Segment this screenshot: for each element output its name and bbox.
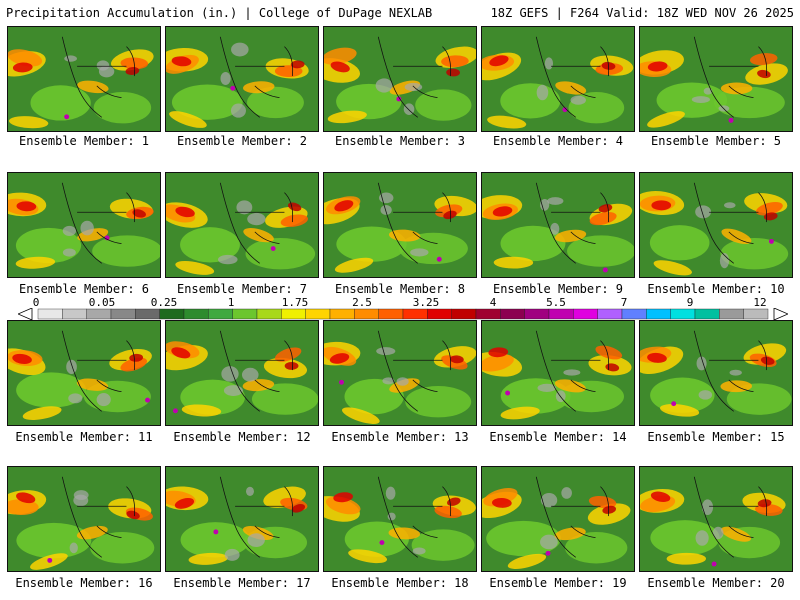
ensemble-member-caption: Ensemble Member: 11: [15, 430, 153, 444]
legend-tick-label: 0.25: [150, 296, 178, 309]
ensemble-map-panel: [639, 320, 793, 426]
ensemble-map-panel: [639, 466, 793, 572]
legend-labels: 0 0.05 0.25 1 1.75 2.5 3.25 4 5.5 7 9 12: [18, 296, 788, 309]
legend-swatch: [37, 308, 63, 320]
ensemble-member-caption: Ensemble Member: 17: [173, 576, 311, 590]
ensemble-map-panel: [323, 320, 477, 426]
ensemble-map-panel: [323, 172, 477, 278]
legend-tick-label: 3.25: [412, 296, 440, 309]
legend-swatch: [548, 308, 574, 320]
ensemble-map-panel: [481, 172, 635, 278]
legend-tick-label: 5.5: [546, 296, 566, 309]
color-legend: 0 0.05 0.25 1 1.75 2.5 3.25 4 5.5 7 9 12: [18, 296, 788, 320]
legend-swatch: [573, 308, 598, 320]
ensemble-map-panel: [639, 26, 793, 132]
legend-swatch: [305, 308, 331, 320]
legend-swatch: [743, 308, 769, 320]
legend-swatch: [232, 308, 258, 320]
ensemble-member-caption: Ensemble Member: 7: [176, 282, 308, 296]
ensemble-member-caption: Ensemble Member: 5: [650, 134, 782, 148]
ensemble-map-panel: [7, 320, 161, 426]
legend-swatch: [135, 308, 160, 320]
legend-swatch: [524, 308, 550, 320]
ensemble-member-caption: Ensemble Member: 10: [647, 282, 785, 296]
ensemble-member-caption: Ensemble Member: 8: [334, 282, 466, 296]
legend-swatch: [159, 308, 185, 320]
legend-tick-label: 1.75: [281, 296, 309, 309]
legend-color-bar: [18, 308, 788, 320]
legend-swatch: [281, 308, 306, 320]
ensemble-member-caption: Ensemble Member: 14: [489, 430, 627, 444]
legend-swatch: [183, 308, 209, 320]
legend-swatch: [378, 308, 404, 320]
legend-swatch: [86, 308, 112, 320]
legend-swatch: [670, 308, 696, 320]
legend-tick-label: 2.5: [352, 296, 372, 309]
run-info: 18Z GEFS | F264 Valid: 18Z WED NOV 26 20…: [490, 6, 794, 20]
legend-tick-label: 7: [620, 296, 628, 309]
ensemble-map-panel: [7, 172, 161, 278]
legend-tick-label: 12: [753, 296, 767, 309]
ensemble-member-caption: Ensemble Member: 12: [173, 430, 311, 444]
legend-swatch: [402, 308, 428, 320]
ensemble-member-caption: Ensemble Member: 19: [489, 576, 627, 590]
ensemble-member-caption: Ensemble Member: 16: [15, 576, 153, 590]
ensemble-member-caption: Ensemble Member: 3: [334, 134, 466, 148]
legend-tick-label: 9: [686, 296, 694, 309]
ensemble-member-caption: Ensemble Member: 4: [492, 134, 624, 148]
legend-swatch: [62, 308, 87, 320]
legend-swatch: [694, 308, 720, 320]
legend-max-arrow: [773, 308, 788, 320]
ensemble-map-panel: [323, 466, 477, 572]
ensemble-map-panel: [165, 172, 319, 278]
ensemble-map-panel: [165, 466, 319, 572]
legend-tick-label: 0: [32, 296, 40, 309]
ensemble-member-caption: Ensemble Member: 15: [647, 430, 785, 444]
map-title: Precipitation Accumulation (in.) | Colle…: [6, 6, 433, 20]
ensemble-map-panel: [481, 466, 635, 572]
ensemble-map-panel: [481, 320, 635, 426]
ensemble-member-caption: Ensemble Member: 13: [331, 430, 469, 444]
legend-swatch: [110, 308, 136, 320]
legend-tick-label: 4: [489, 296, 497, 309]
ensemble-member-caption: Ensemble Member: 18: [331, 576, 469, 590]
ensemble-map-panel: [323, 26, 477, 132]
ensemble-map-panel: [165, 320, 319, 426]
legend-swatch: [475, 308, 501, 320]
legend-swatch: [621, 308, 647, 320]
ensemble-member-caption: Ensemble Member: 2: [176, 134, 308, 148]
legend-min-arrow: [18, 308, 33, 320]
legend-swatch: [500, 308, 525, 320]
legend-swatch: [427, 308, 452, 320]
legend-swatch: [329, 308, 355, 320]
ensemble-map-panel: [639, 172, 793, 278]
legend-swatch: [597, 308, 623, 320]
ensemble-member-caption: Ensemble Member: 20: [647, 576, 785, 590]
legend-tick-label: 1: [227, 296, 235, 309]
ensemble-map-panel: [481, 26, 635, 132]
ensemble-map-panel: [7, 26, 161, 132]
legend-swatch: [256, 308, 282, 320]
ensemble-map-panel: [165, 26, 319, 132]
legend-swatch: [451, 308, 477, 320]
legend-tick-label: 0.05: [88, 296, 116, 309]
ensemble-map-panel: [7, 466, 161, 572]
ensemble-member-caption: Ensemble Member: 9: [492, 282, 624, 296]
legend-swatch: [719, 308, 744, 320]
legend-swatch: [646, 308, 671, 320]
legend-swatch: [354, 308, 379, 320]
legend-swatch: [208, 308, 233, 320]
ensemble-member-caption: Ensemble Member: 6: [18, 282, 150, 296]
ensemble-member-caption: Ensemble Member: 1: [18, 134, 150, 148]
